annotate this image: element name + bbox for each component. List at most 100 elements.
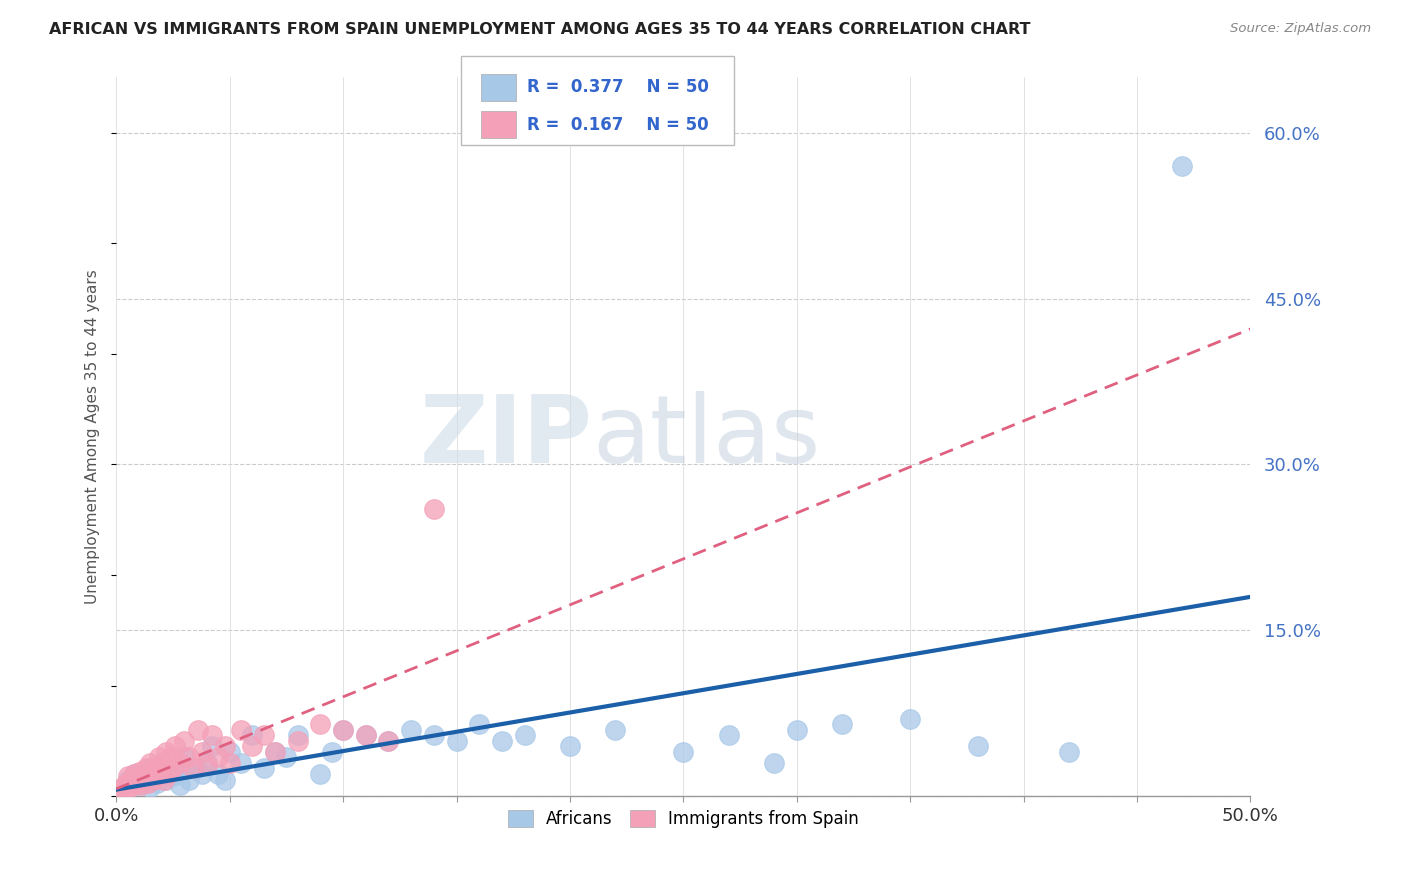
- Point: [240, 728, 263, 742]
- Point: [146, 769, 169, 783]
- Point: [132, 769, 155, 783]
- Point: [139, 780, 162, 795]
- Point: [162, 769, 184, 783]
- Point: [110, 783, 132, 797]
- Point: [332, 723, 354, 737]
- Point: [136, 776, 159, 790]
- Text: Source: ZipAtlas.com: Source: ZipAtlas.com: [1230, 22, 1371, 36]
- Point: [143, 761, 166, 775]
- Point: [468, 717, 491, 731]
- Point: [148, 750, 170, 764]
- Y-axis label: Unemployment Among Ages 35 to 44 years: Unemployment Among Ages 35 to 44 years: [86, 269, 100, 604]
- Point: [135, 761, 157, 775]
- Point: [354, 728, 377, 742]
- Point: [1171, 159, 1194, 173]
- Point: [124, 767, 146, 781]
- Point: [139, 761, 162, 775]
- Point: [831, 717, 853, 731]
- Point: [155, 745, 177, 759]
- Point: [605, 723, 627, 737]
- Point: [173, 761, 195, 775]
- Point: [124, 778, 146, 792]
- Point: [132, 769, 155, 783]
- Point: [162, 761, 184, 775]
- Point: [717, 728, 740, 742]
- Point: [125, 776, 148, 790]
- Text: AFRICAN VS IMMIGRANTS FROM SPAIN UNEMPLOYMENT AMONG AGES 35 TO 44 YEARS CORRELAT: AFRICAN VS IMMIGRANTS FROM SPAIN UNEMPLO…: [49, 22, 1031, 37]
- Point: [117, 776, 139, 790]
- Point: [191, 767, 214, 781]
- Point: [146, 776, 169, 790]
- Point: [150, 756, 173, 770]
- Point: [423, 501, 446, 516]
- Text: ZIP: ZIP: [420, 391, 592, 483]
- Point: [124, 767, 146, 781]
- Point: [128, 772, 150, 787]
- Point: [118, 780, 141, 795]
- Point: [1057, 745, 1080, 759]
- Text: atlas: atlas: [592, 391, 821, 483]
- Point: [253, 728, 276, 742]
- Point: [786, 723, 808, 737]
- Point: [321, 745, 343, 759]
- Point: [129, 778, 152, 792]
- Point: [117, 769, 139, 783]
- Point: [513, 728, 536, 742]
- Point: [229, 756, 252, 770]
- Point: [173, 750, 195, 764]
- Point: [207, 750, 229, 764]
- Point: [399, 723, 422, 737]
- Point: [165, 739, 187, 754]
- Point: [142, 772, 165, 787]
- Point: [184, 761, 207, 775]
- Point: [491, 734, 513, 748]
- Point: [287, 734, 309, 748]
- Point: [240, 739, 263, 754]
- Point: [898, 712, 921, 726]
- Point: [309, 767, 332, 781]
- Point: [446, 734, 468, 748]
- Point: [159, 750, 181, 764]
- Point: [139, 756, 162, 770]
- Point: [207, 767, 229, 781]
- Point: [155, 772, 177, 787]
- Point: [214, 772, 236, 787]
- Point: [200, 739, 222, 754]
- Point: [195, 758, 218, 772]
- Point: [218, 745, 240, 759]
- Point: [264, 745, 287, 759]
- Point: [153, 772, 176, 787]
- Point: [377, 734, 399, 748]
- Point: [121, 772, 143, 787]
- Point: [672, 745, 695, 759]
- Point: [763, 756, 786, 770]
- Point: [264, 745, 287, 759]
- Point: [287, 728, 309, 742]
- Point: [377, 734, 399, 748]
- Point: [128, 778, 150, 792]
- Point: [157, 767, 180, 781]
- Text: R =  0.167    N = 50: R = 0.167 N = 50: [527, 116, 709, 134]
- Point: [253, 761, 276, 775]
- Point: [169, 778, 191, 792]
- Point: [150, 758, 173, 772]
- Point: [177, 750, 200, 764]
- Point: [558, 739, 581, 754]
- Point: [114, 778, 136, 792]
- Point: [195, 756, 218, 770]
- Point: [117, 772, 139, 787]
- Point: [229, 723, 252, 737]
- Point: [332, 723, 354, 737]
- Point: [218, 756, 240, 770]
- Point: [967, 739, 990, 754]
- Point: [173, 734, 195, 748]
- Text: R =  0.377    N = 50: R = 0.377 N = 50: [527, 78, 709, 96]
- Point: [183, 761, 205, 775]
- Point: [423, 728, 446, 742]
- Point: [112, 780, 135, 795]
- Point: [214, 739, 236, 754]
- Point: [309, 717, 332, 731]
- Point: [276, 750, 298, 764]
- Point: [187, 723, 209, 737]
- Point: [169, 756, 191, 770]
